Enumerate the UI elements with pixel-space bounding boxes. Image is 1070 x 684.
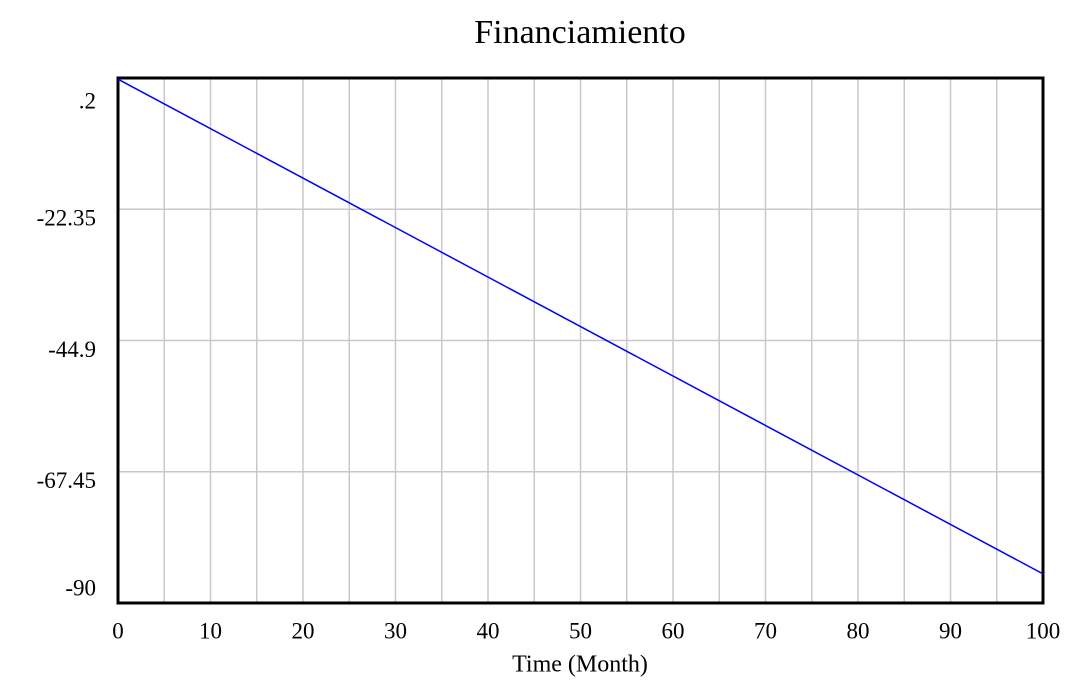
- x-tick-label: 50: [569, 618, 592, 643]
- x-tick-label: 10: [199, 618, 222, 643]
- series-line: [117, 78, 1044, 575]
- x-tick-label: 40: [477, 618, 500, 643]
- plot-frame: [116, 76, 1045, 605]
- y-tick-label: -67.45: [37, 468, 96, 493]
- x-tick-label: 30: [384, 618, 407, 643]
- x-tick-label: 80: [847, 618, 870, 643]
- y-tick-label: -44.9: [48, 337, 96, 362]
- x-axis-label: Time (Month): [512, 652, 648, 678]
- x-tick-label: 60: [662, 618, 685, 643]
- y-tick-label: -22.35: [37, 206, 96, 231]
- x-tick-label: 70: [754, 618, 777, 643]
- x-tick-label: 20: [292, 618, 315, 643]
- x-tick-label: 0: [112, 618, 124, 643]
- y-tick-label: .2: [79, 88, 96, 113]
- y-tick-label: -90: [65, 575, 96, 600]
- x-tick-label: 90: [939, 618, 962, 643]
- chart-title: Financiamiento: [474, 14, 686, 51]
- x-tick-label: 100: [1026, 618, 1061, 643]
